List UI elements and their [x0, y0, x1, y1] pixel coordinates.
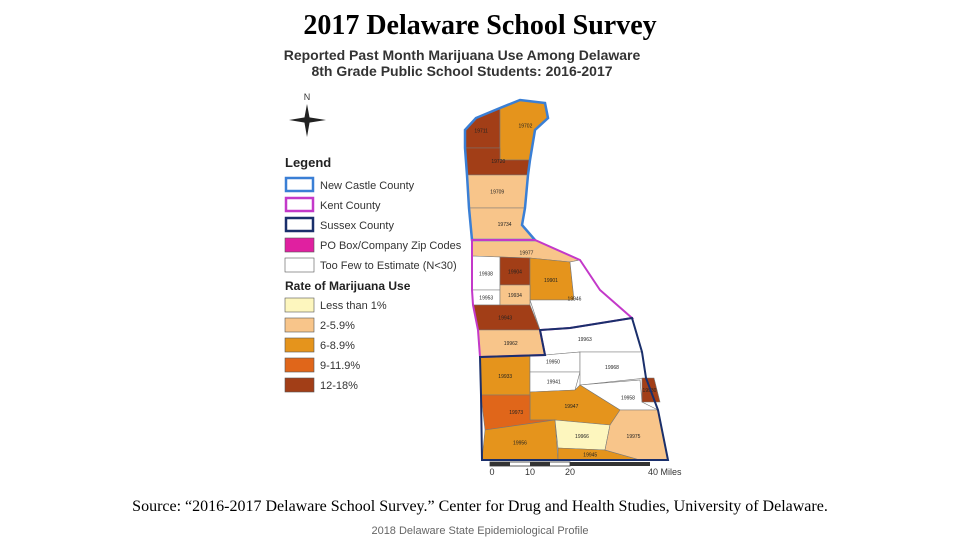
legend-swatch: [284, 176, 315, 193]
zip-region: [499, 99, 549, 161]
scale-segment: [490, 462, 510, 466]
zip-label: 19711: [474, 128, 488, 134]
compass-north: N: [304, 92, 311, 102]
legend-subtitle: Rate of Marijuana Use: [285, 279, 411, 293]
legend-label: 9-11.9%: [320, 360, 360, 372]
legend-label: 12-18%: [320, 380, 358, 392]
zip-label: 19958: [621, 395, 635, 401]
legend-label: 2-5.9%: [320, 320, 355, 332]
zip-label: 19934: [508, 293, 522, 299]
legend-label: 6-8.9%: [320, 340, 355, 352]
legend-swatch: [284, 257, 315, 273]
scale-segment: [530, 462, 550, 466]
zip-region: [480, 394, 556, 431]
zip-label: 19947: [564, 404, 578, 410]
scale-segment: [570, 462, 650, 466]
zip-label: 19975: [627, 434, 641, 440]
scale-label: 10: [525, 467, 535, 477]
legend-label: Less than 1%: [320, 300, 387, 312]
zip-label: 19956: [513, 441, 527, 447]
compass-needle: [289, 117, 326, 123]
map-title: Reported Past Month Marijuana Use Among …: [284, 47, 641, 63]
slide-title: 2017 Delaware School Survey: [303, 10, 656, 41]
zip-regions: 19711 19702 19720 19709 19734 19977 19938 19904…: [464, 99, 669, 461]
zip-label: 19709: [490, 190, 504, 196]
county-boundary: [463, 98, 550, 242]
zip-label: 19930: [643, 388, 657, 394]
legend-label: Kent County: [320, 200, 381, 212]
zip-label: 19953: [479, 296, 493, 302]
map-title: 8th Grade Public School Students: 2016-2…: [311, 63, 612, 79]
legend-label: Sussex County: [320, 220, 394, 232]
zip-label: 19904: [508, 269, 522, 275]
zip-label: 19946: [568, 297, 582, 303]
legend-swatch: [284, 357, 315, 373]
scale-label: 40 Miles: [648, 467, 682, 477]
zip-label: 19962: [504, 341, 518, 347]
legend-swatch: [284, 216, 315, 233]
legend-swatch: [284, 377, 315, 393]
zip-label: 19702: [518, 124, 532, 130]
legend-swatch: [284, 196, 315, 213]
compass: N: [289, 92, 326, 137]
legend-swatch: [284, 237, 315, 253]
legend-label: PO Box/Company Zip Codes: [320, 240, 462, 252]
scale-bar: 0 10 20 40 Miles: [489, 461, 682, 477]
scale-label: 0: [489, 467, 494, 477]
legend-swatch: [284, 317, 315, 333]
zip-label: 19901: [544, 278, 558, 284]
zip-label: 19720: [491, 159, 505, 165]
zip-label: 19734: [498, 222, 512, 228]
zip-label: 19966: [575, 434, 589, 440]
legend-swatch: [284, 297, 315, 313]
source-note: Source: “2016-2017 Delaware School Surve…: [132, 498, 828, 515]
zip-label: 19933: [498, 374, 512, 380]
zip-label: 19977: [520, 251, 534, 257]
legend-title: Legend: [285, 155, 331, 170]
zip-label: 19968: [605, 365, 619, 371]
legend-swatch: [284, 337, 315, 353]
zip-label: 19973: [509, 410, 523, 416]
zip-label: 19938: [479, 271, 493, 277]
zip-label: 19950: [546, 359, 560, 365]
zip-label: 19943: [498, 316, 512, 322]
legend-label: Too Few to Estimate (N<30): [320, 260, 457, 272]
county-boundary: [478, 316, 670, 461]
legend-label: New Castle County: [320, 180, 415, 192]
scale-label: 20: [565, 467, 575, 477]
zip-label: 19963: [578, 337, 592, 343]
zip-label: 19941: [547, 380, 561, 386]
zip-label: 19945: [583, 453, 597, 459]
footer: 2018 Delaware State Epidemiological Prof…: [371, 525, 588, 537]
